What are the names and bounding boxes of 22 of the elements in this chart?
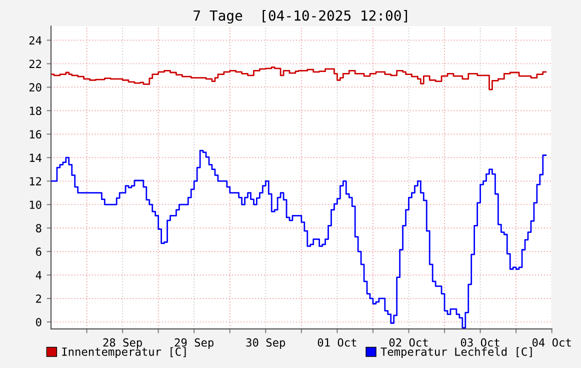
y-tick-label: 14 [30,154,42,162]
x-tick-label: 30 Sep [246,338,286,349]
x-tick-label: 28 Sep [103,338,142,349]
chart-title: 7 Tage [04-10-2025 12:00] [194,10,407,24]
y-tick-label: 12 [30,177,42,186]
y-tick-label: 0 [36,318,42,326]
legend-label: Innentemperatur [C] [62,347,186,358]
x-tick-label: 03 Oct [460,338,500,347]
x-tick-label: 04 Oct [532,338,571,347]
y-tick-label: 8 [36,224,42,232]
y-tick-label: 22 [29,60,42,68]
y-tick-label: 10 [30,200,42,209]
y-tick-label: 20 [29,83,42,92]
x-tick-label: 02 Oct [389,338,428,347]
y-tick-label: 16 [30,130,42,139]
y-tick-label: 24 [29,36,42,44]
legend-label: Temperatur Lechfeld [C] [380,347,532,358]
y-tick-label: 6 [36,248,42,256]
y-tick-label: 2 [36,294,42,303]
y-tick-label: 4 [36,271,42,280]
x-tick-label: 01 Oct [318,338,356,347]
y-tick-label: 18 [30,106,42,116]
